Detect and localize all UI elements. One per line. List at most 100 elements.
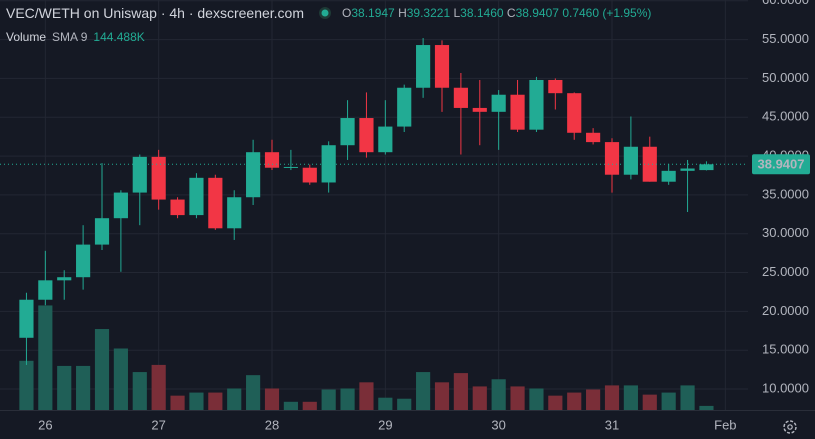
y-tick-label: 10.0000 <box>762 380 809 395</box>
volume-bar <box>623 385 638 410</box>
volume-bar <box>548 395 563 410</box>
candle-body <box>94 218 110 245</box>
volume-bar <box>397 398 412 410</box>
candle-body <box>510 94 525 130</box>
y-tick-label: 35.0000 <box>762 186 809 201</box>
ohlc-value: 39.3221 <box>406 6 451 20</box>
sma-label: SMA 9 <box>52 30 88 44</box>
candle-body <box>491 94 506 112</box>
candle-body <box>397 87 412 127</box>
volume-bar <box>661 392 676 410</box>
candle-body <box>472 107 487 112</box>
y-tick-label: 20.0000 <box>762 303 809 318</box>
volume-bar <box>321 389 336 410</box>
candle-series <box>19 38 714 365</box>
volume-label: Volume <box>6 30 47 44</box>
candle-body <box>567 93 582 133</box>
ohlc-legend: O38.1947 H39.3221 L38.1460 C38.9407 0.74… <box>342 6 651 20</box>
candle-body <box>227 197 242 229</box>
ohlc-label: L <box>453 6 461 20</box>
settings-icon[interactable] <box>783 420 797 434</box>
volume-bar <box>132 372 147 410</box>
x-tick-label: 29 <box>378 417 392 432</box>
candle-body <box>359 118 374 153</box>
volume-series <box>19 305 714 410</box>
candle-body <box>340 118 355 146</box>
settings-icon-ring <box>783 420 797 434</box>
volume-bar <box>453 373 468 410</box>
candle-body <box>378 126 393 153</box>
candle-body <box>264 152 280 168</box>
x-tick-label: 27 <box>151 417 165 432</box>
y-tick-label: 15.0000 <box>762 342 809 357</box>
volume-bar <box>472 386 487 410</box>
volume-bar <box>189 392 204 410</box>
candle-body <box>170 199 185 216</box>
candle-body <box>76 244 91 278</box>
volume-bar <box>170 395 185 410</box>
header-row: VEC/WETH on Uniswap · 4h · dexscreener.c… <box>6 5 651 21</box>
candle-body <box>642 146 657 182</box>
volume-bar <box>604 385 620 410</box>
volume-bar <box>567 392 582 410</box>
candle-body <box>699 164 714 171</box>
candle-body <box>38 280 53 300</box>
volume-bar <box>246 375 261 410</box>
y-tick-label: 25.0000 <box>762 264 809 279</box>
x-tick-label: 28 <box>265 417 279 432</box>
volume-bar <box>529 388 544 410</box>
volume-bar <box>510 386 525 410</box>
ohlc-value: 38.9407 <box>515 6 559 20</box>
volume-bar <box>340 388 355 410</box>
last-price-label: 38.9407 <box>758 157 805 172</box>
ohlc-label: O <box>342 6 352 20</box>
volume-bar <box>113 348 128 410</box>
last-price-tag <box>752 154 810 175</box>
y-tick-label: 60.0000 <box>762 0 809 7</box>
volume-bar <box>434 382 450 410</box>
volume-bar <box>680 385 695 410</box>
candle-body <box>57 277 72 281</box>
x-tick-label: 26 <box>38 417 52 432</box>
candle-body <box>283 166 298 168</box>
x-tick-label: Feb <box>714 417 736 432</box>
chart-title: VEC/WETH on Uniswap · 4h · dexscreener.c… <box>6 5 304 21</box>
volume-bar <box>57 365 72 410</box>
volume-bar <box>76 365 91 410</box>
y-tick-label: 30.0000 <box>762 225 809 240</box>
settings-icon-core <box>787 424 793 430</box>
volume-bar <box>359 382 374 410</box>
x-tick-label: 31 <box>605 417 619 432</box>
volume-bar <box>378 397 393 410</box>
volume-bar <box>699 405 714 410</box>
candle-body <box>416 45 431 88</box>
candle-body <box>680 168 695 171</box>
y-tick-label: 55.0000 <box>762 31 809 46</box>
candle-body <box>586 132 601 143</box>
change: 0.7460 (+1.95%) <box>562 6 652 20</box>
candle-body <box>604 142 620 175</box>
candle-body <box>434 45 450 88</box>
ohlc-value: 38.1947 <box>351 6 395 20</box>
volume-bar <box>264 388 280 410</box>
ohlc-value: 38.1460 <box>460 6 504 20</box>
candle-body <box>246 152 261 198</box>
volume-bar <box>38 305 53 410</box>
volume-bar <box>19 360 34 410</box>
candle-body <box>548 79 563 94</box>
candle-body <box>113 192 128 219</box>
y-tick-label: 45.0000 <box>762 109 809 124</box>
candle-body <box>151 156 166 200</box>
candle-body <box>132 156 147 193</box>
volume-bar <box>208 392 223 410</box>
ohlc-label: C <box>506 6 516 20</box>
candle-body <box>208 177 223 229</box>
sma-value: 144.488K <box>93 30 145 44</box>
volume-bar <box>491 379 506 410</box>
volume-bar <box>227 388 242 410</box>
volume-bar <box>94 329 110 410</box>
volume-bar <box>642 394 657 410</box>
